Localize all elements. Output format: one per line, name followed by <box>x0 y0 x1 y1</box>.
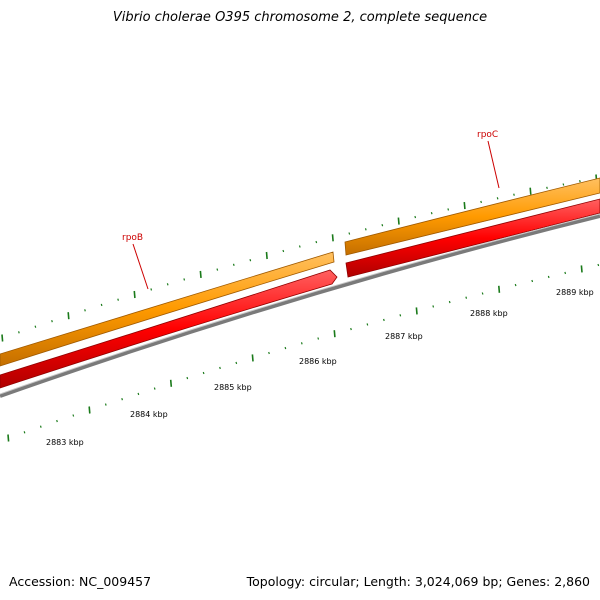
upper-tick <box>150 288 153 291</box>
gene-label-rpoc[interactable]: rpoC <box>477 130 498 140</box>
scale-tick <box>39 425 42 428</box>
scale-tick <box>564 271 567 275</box>
scale-tick <box>169 379 173 387</box>
upper-tick <box>381 224 384 227</box>
upper-tick <box>282 249 285 253</box>
scale-tick <box>547 275 550 279</box>
rpob-leader-line <box>132 243 149 290</box>
cds-rpob-red[interactable] <box>0 269 338 389</box>
upper-tick-row <box>1 174 598 342</box>
upper-tick <box>397 217 400 225</box>
scale-tick <box>415 307 418 315</box>
upper-tick <box>414 215 417 219</box>
scale-tick <box>104 403 107 406</box>
scale-tick <box>597 263 600 267</box>
upper-tick <box>298 245 301 248</box>
backbone-highlight <box>0 213 600 395</box>
scale-tick <box>137 392 140 396</box>
upper-tick <box>1 334 4 342</box>
upper-tick <box>67 312 70 320</box>
upper-tick <box>166 283 169 286</box>
scale-tick <box>284 346 287 350</box>
scale-tick <box>399 314 402 317</box>
upper-tick <box>430 212 433 215</box>
gene-label-rpob[interactable]: rpoB <box>122 233 143 243</box>
scale-tick-row <box>7 263 600 442</box>
rpoc-leader-line <box>487 140 500 189</box>
upper-tick <box>562 183 565 186</box>
scale-tick <box>300 342 303 345</box>
scale-tick <box>56 419 58 423</box>
scale-tick <box>153 387 156 390</box>
upper-tick <box>34 325 37 328</box>
upper-tick <box>265 251 268 260</box>
upper-tick <box>447 208 450 211</box>
upper-tick <box>546 186 548 189</box>
scale-tick <box>432 305 435 308</box>
upper-tick <box>529 187 532 195</box>
upper-tick <box>513 193 515 196</box>
scale-tick <box>268 351 270 355</box>
scale-tick <box>202 371 205 375</box>
upper-tick <box>496 197 499 200</box>
upper-tick <box>579 180 581 183</box>
scale-tick <box>465 296 468 299</box>
upper-tick <box>117 298 119 301</box>
upper-tick <box>364 228 367 231</box>
upper-tick <box>331 234 334 242</box>
scale-tick <box>88 406 91 414</box>
scale-label-2889: 2889 kbp <box>556 288 594 297</box>
upper-tick <box>84 309 86 312</box>
scale-label-2887: 2887 kbp <box>385 332 423 341</box>
upper-tick <box>199 270 202 278</box>
scale-tick <box>448 300 451 304</box>
scale-tick <box>251 354 254 362</box>
scale-tick <box>235 361 238 365</box>
upper-tick <box>348 232 351 235</box>
genome-summary-text: Topology: circular; Length: 3,024,069 bp… <box>246 574 590 589</box>
scale-tick <box>317 337 320 340</box>
upper-tick <box>133 290 136 299</box>
scale-tick <box>121 398 123 401</box>
scale-tick <box>333 330 336 338</box>
scale-tick <box>72 414 75 417</box>
upper-tick <box>18 331 20 334</box>
scale-tick <box>7 434 10 442</box>
scale-tick <box>23 431 26 434</box>
scale-label-2884: 2884 kbp <box>130 410 168 419</box>
scale-tick <box>219 366 221 370</box>
scale-tick <box>383 318 385 322</box>
gene-rpoc-orange[interactable] <box>344 177 600 256</box>
backbone-line <box>0 214 600 398</box>
map-title: Vibrio cholerae O395 chromosome 2, compl… <box>112 10 488 25</box>
gene-rpob-orange[interactable] <box>0 251 335 367</box>
scale-label-2886: 2886 kbp <box>299 357 337 366</box>
upper-tick <box>232 263 235 266</box>
upper-tick <box>315 240 318 244</box>
scale-tick <box>514 283 517 287</box>
scale-tick <box>366 323 369 326</box>
upper-tick <box>51 320 53 323</box>
scale-tick <box>498 285 501 293</box>
scale-label-2883: 2883 kbp <box>46 438 84 447</box>
upper-tick <box>216 268 219 271</box>
upper-tick <box>100 303 103 307</box>
cds-rpoc-red[interactable] <box>345 198 600 278</box>
accession-text: Accession: NC_009457 <box>9 574 152 589</box>
scale-label-2885: 2885 kbp <box>214 383 252 392</box>
scale-tick <box>580 265 583 273</box>
upper-tick <box>249 259 252 262</box>
upper-tick <box>463 202 466 210</box>
scale-tick <box>350 327 352 331</box>
upper-tick <box>183 278 186 281</box>
scale-tick <box>531 279 534 283</box>
scale-label-2888: 2888 kbp <box>470 309 508 318</box>
upper-tick <box>480 200 482 204</box>
scale-tick <box>481 292 484 295</box>
scale-tick <box>186 376 189 380</box>
